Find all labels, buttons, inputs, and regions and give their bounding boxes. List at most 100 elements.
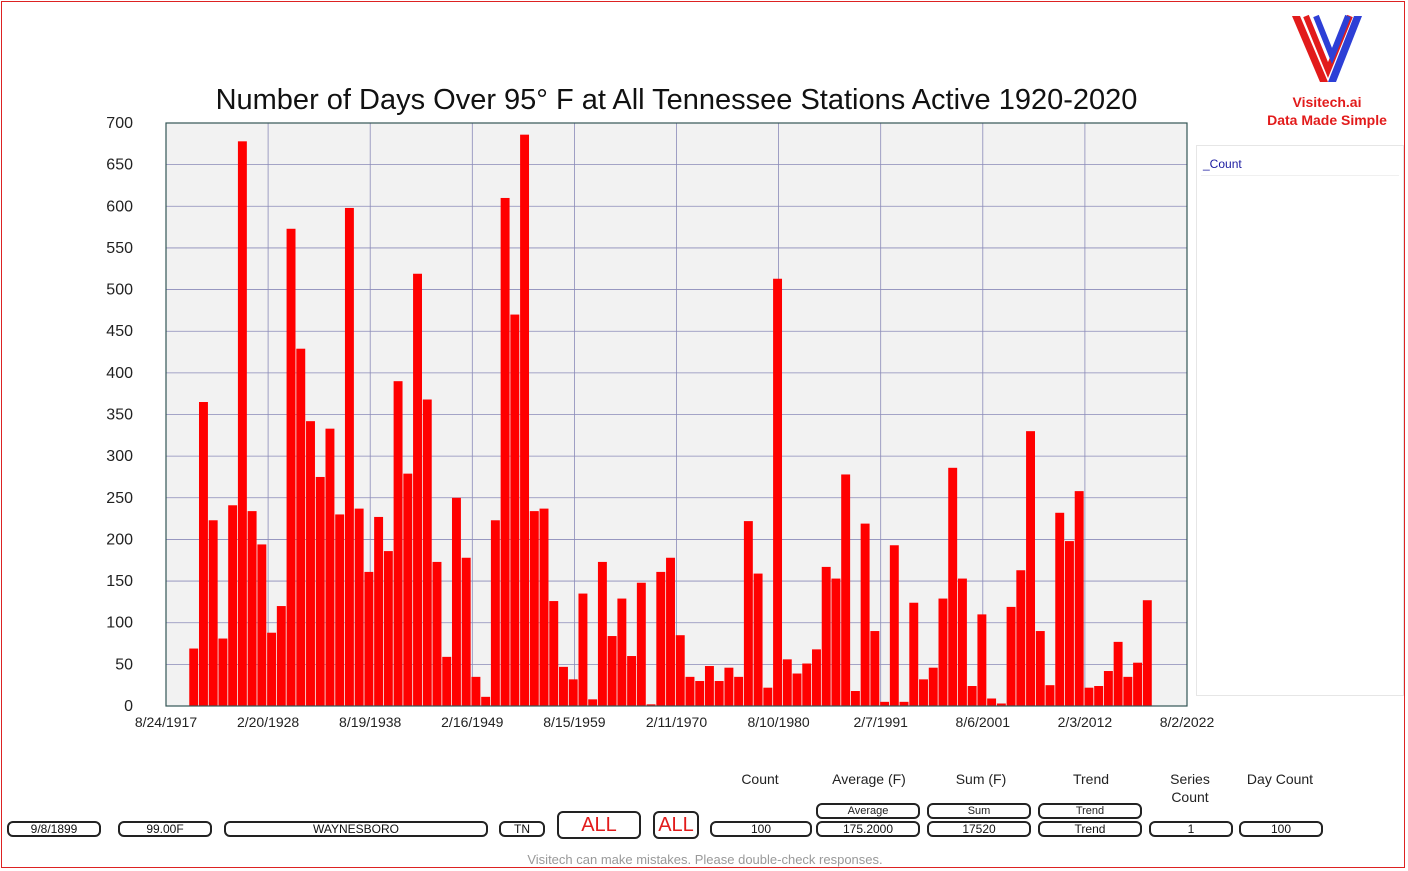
- bar: [306, 421, 315, 706]
- x-tick-label: 8/15/1959: [543, 714, 605, 730]
- count-field[interactable]: 100: [710, 821, 812, 837]
- all-button-2[interactable]: ALL: [653, 811, 699, 839]
- y-tick-label: 550: [106, 240, 133, 257]
- date-field[interactable]: 9/8/1899: [7, 821, 101, 837]
- bar: [831, 578, 841, 706]
- y-tick-label: 150: [106, 573, 133, 590]
- bar: [296, 348, 306, 706]
- bar: [1123, 676, 1133, 706]
- bar: [344, 207, 354, 707]
- bar: [977, 614, 987, 706]
- bar: [383, 551, 393, 706]
- station-field[interactable]: WAYNESBORO: [224, 821, 488, 837]
- y-tick-label: 300: [106, 448, 133, 465]
- header-sum: Sum (F): [955, 771, 1007, 787]
- y-tick-label: 600: [106, 198, 133, 215]
- x-tick-label: 8/6/2001: [956, 714, 1011, 730]
- logo-title: Visitech.ai: [1292, 94, 1362, 110]
- sum-field[interactable]: 17520: [927, 821, 1031, 837]
- x-tick-label: 2/7/1991: [853, 714, 908, 730]
- x-tick-label: 8/19/1938: [339, 714, 401, 730]
- x-tick-label: 8/24/1917: [135, 714, 197, 730]
- bar: [1103, 671, 1113, 706]
- bar: [500, 197, 510, 706]
- bar: [1113, 641, 1123, 706]
- bar: [325, 428, 335, 706]
- bar: [442, 656, 452, 706]
- bar: [208, 520, 218, 706]
- temperature-field[interactable]: 99.00F: [118, 821, 212, 837]
- trend-field[interactable]: Trend: [1038, 821, 1142, 837]
- y-tick-label: 350: [106, 407, 133, 424]
- bar: [860, 523, 870, 706]
- all-button-1[interactable]: ALL: [557, 811, 641, 839]
- y-tick-label: 450: [106, 323, 133, 340]
- legend-panel: _Count: [1196, 145, 1404, 696]
- average-field[interactable]: 175.2000: [816, 821, 920, 837]
- bar: [422, 399, 432, 706]
- bar: [704, 666, 714, 706]
- bar: [364, 571, 374, 706]
- bar: [335, 514, 345, 706]
- bar: [393, 381, 403, 706]
- bar: [578, 593, 588, 706]
- y-tick-label: 500: [106, 282, 133, 299]
- bar: [1006, 606, 1016, 706]
- y-tick-label: 0: [124, 698, 133, 715]
- state-field[interactable]: TN: [499, 821, 545, 837]
- bar: [724, 667, 734, 706]
- trend-selector[interactable]: Trend: [1038, 803, 1142, 819]
- bar: [198, 402, 208, 706]
- bar: [490, 520, 500, 706]
- bar: [646, 704, 656, 706]
- x-tick-label: 8/2/2022: [1160, 714, 1215, 730]
- bar: [666, 557, 675, 706]
- visitech-v-icon: [1292, 14, 1362, 82]
- bar: [413, 273, 422, 706]
- bar: [276, 606, 286, 706]
- day-count-field[interactable]: 100: [1239, 821, 1323, 837]
- y-tick-label: 250: [106, 490, 133, 507]
- header-day-count: Day Count: [1246, 771, 1314, 787]
- average-selector[interactable]: Average: [816, 803, 920, 819]
- bar: [315, 476, 325, 706]
- plot-border: [165, 122, 1188, 707]
- bar: [675, 635, 685, 706]
- bar: [656, 571, 666, 706]
- header-series-count: Series Count: [1170, 771, 1210, 805]
- bar: [218, 638, 228, 706]
- legend-item-count[interactable]: _Count: [1201, 150, 1399, 176]
- y-tick-label: 100: [106, 615, 133, 632]
- y-tick-label: 400: [106, 365, 133, 382]
- bar: [909, 602, 919, 706]
- bar: [714, 681, 724, 706]
- series-count-field[interactable]: 1: [1149, 821, 1233, 837]
- bar: [1133, 662, 1143, 706]
- bar: [1045, 685, 1055, 706]
- bar: [948, 467, 958, 706]
- bar: [403, 473, 413, 706]
- bar: [539, 508, 549, 706]
- y-tick-label: 50: [115, 656, 133, 673]
- bar: [597, 561, 607, 706]
- bar: [617, 598, 627, 706]
- bar: [607, 636, 617, 706]
- bar: [957, 578, 967, 706]
- bar: [1074, 491, 1084, 706]
- bar: [237, 141, 247, 706]
- bar: [1026, 431, 1036, 706]
- bar: [1016, 570, 1026, 706]
- bar: [685, 676, 695, 706]
- bar: [928, 667, 938, 706]
- bar: [247, 511, 257, 706]
- x-tick-label: 8/10/1980: [747, 714, 809, 730]
- bar: [529, 511, 539, 706]
- bar: [559, 666, 568, 706]
- bar: [510, 314, 520, 706]
- bar: [753, 573, 763, 706]
- bar: [267, 632, 277, 706]
- x-tick-label: 2/16/1949: [441, 714, 503, 730]
- sum-selector[interactable]: Sum: [927, 803, 1031, 819]
- bar: [1142, 600, 1152, 706]
